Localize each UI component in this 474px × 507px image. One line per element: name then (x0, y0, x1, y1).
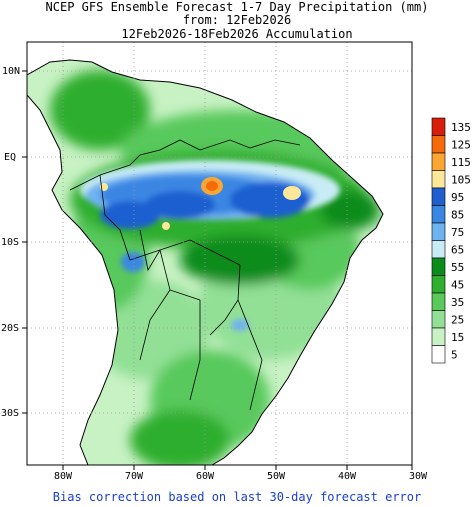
legend-swatch (431, 117, 446, 136)
legend-swatch (431, 152, 446, 171)
latitude-axis: 10N EQ 10S 20S 30S (1, 66, 27, 419)
legend-label: 135 (451, 121, 471, 134)
map-frame (26, 41, 413, 466)
legend-swatch (431, 170, 446, 189)
legend-swatch (431, 205, 446, 224)
map-subtitle-period: 12Feb2026-18Feb2026 Accumulation (121, 27, 353, 41)
legend-label: 35 (451, 296, 464, 309)
lon-label: 50W (267, 471, 286, 482)
legend-label: 85 (451, 208, 464, 221)
legend-swatch (431, 292, 446, 311)
legend-label: 105 (451, 173, 471, 186)
legend-swatch (431, 275, 446, 294)
legend-swatch (431, 240, 446, 259)
longitude-axis: 80W 70W 60W 50W 40W 30W (54, 465, 428, 482)
legend-label: 95 (451, 191, 464, 204)
legend-label: 55 (451, 261, 464, 274)
coastline (27, 59, 384, 465)
country-borders (69, 139, 301, 411)
lat-label: EQ (4, 152, 16, 163)
legend-label: 115 (451, 156, 471, 169)
legend-label: 15 (451, 331, 464, 344)
map-title: NCEP GFS Ensemble Forecast 1-7 Day Preci… (45, 0, 429, 14)
coastline-west (27, 94, 119, 465)
legend-swatch (431, 135, 446, 154)
lat-label: 10N (2, 66, 20, 77)
color-legend: 135 125 115 105 95 85 75 65 55 45 35 25 15 5 (431, 117, 471, 364)
legend-label: 65 (451, 243, 464, 256)
legend-swatch (431, 222, 446, 241)
legend-label: 125 (451, 138, 471, 151)
map-subtitle-date: from: 12Feb2026 (182, 13, 292, 27)
legend-label: 45 (451, 278, 464, 291)
legend-swatch (431, 187, 446, 206)
lon-label: 80W (54, 471, 73, 482)
lat-lon-grid (27, 42, 412, 465)
lon-label: 30W (409, 471, 428, 482)
legend-label: 5 (451, 348, 458, 361)
legend-swatch (431, 257, 446, 276)
legend-swatch (431, 345, 446, 364)
lon-label: 70W (125, 471, 144, 482)
legend-label: 25 (451, 313, 464, 326)
lat-label: 10S (1, 237, 19, 248)
bias-correction-note: Bias correction based on last 30-day for… (52, 490, 422, 504)
lon-label: 60W (196, 471, 215, 482)
lat-label: 30S (1, 408, 19, 419)
legend-label: 75 (451, 226, 464, 239)
lon-label: 40W (338, 471, 357, 482)
legend-swatch (431, 327, 446, 346)
lat-label: 20S (1, 323, 19, 334)
legend-swatch (431, 310, 446, 329)
